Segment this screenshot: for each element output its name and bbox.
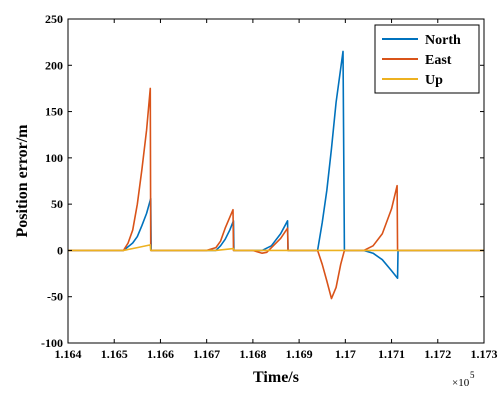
legend-label-north: North xyxy=(425,33,461,48)
legend-label-east: East xyxy=(425,53,452,68)
x-axis-label: Time/s xyxy=(253,369,299,386)
plot-frame xyxy=(67,18,485,344)
x-tick-label: 1.167 xyxy=(193,347,220,361)
x-tick-label: 1.166 xyxy=(147,347,174,361)
x-exponent-power: 5 xyxy=(470,370,475,380)
x-tick-label: 1.169 xyxy=(286,347,313,361)
legend: North East Up xyxy=(374,24,480,94)
x-tick-label: 1.165 xyxy=(101,347,128,361)
x-tick-label: 1.17 xyxy=(335,347,356,361)
x-tick-label: 1.168 xyxy=(239,347,266,361)
x-exponent-base: ×10 xyxy=(452,377,470,389)
legend-label-up: Up xyxy=(425,73,443,88)
y-tick-label: 50 xyxy=(51,197,63,211)
y-tick-label: 150 xyxy=(45,105,63,119)
series-layer xyxy=(68,50,484,300)
y-axis-label: Position error/m xyxy=(14,124,31,238)
y-tick-label: 100 xyxy=(45,151,63,165)
y-tick-label: 250 xyxy=(45,12,63,26)
x-tick-label: 1.172 xyxy=(424,347,451,361)
x-tick-label: 1.173 xyxy=(471,347,498,361)
x-tick-label: 1.171 xyxy=(378,347,405,361)
series-line-north xyxy=(68,50,484,280)
series-line-up xyxy=(68,244,484,252)
x-tick-label: 1.164 xyxy=(55,347,82,361)
x-axis-ticks: 1.164 1.165 1.166 1.167 1.168 1.169 1.17 1.171 1… xyxy=(55,19,498,361)
y-tick-label: -100 xyxy=(41,336,63,350)
y-axis-ticks: -100 -50 0 50 100 150 200 250 xyxy=(41,12,484,350)
y-tick-label: -50 xyxy=(47,290,63,304)
y-tick-label: 200 xyxy=(45,58,63,72)
x-axis-exponent: ×10 5 xyxy=(452,370,475,389)
y-tick-label: 0 xyxy=(57,243,63,257)
